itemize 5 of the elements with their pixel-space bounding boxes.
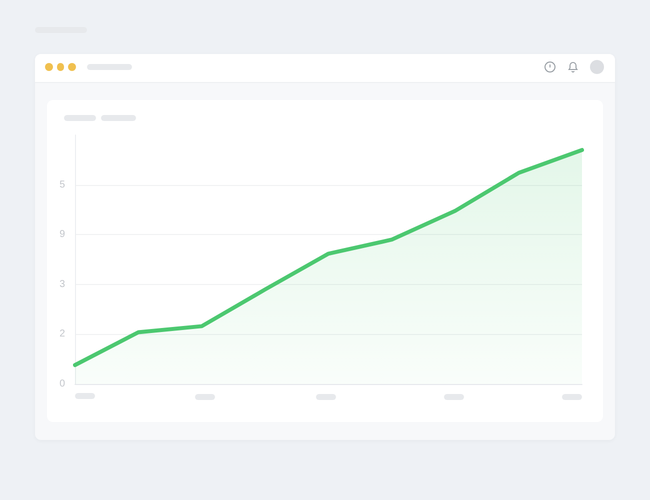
text: 3: [59, 278, 66, 290]
text: 2: [59, 328, 66, 340]
text: 9: [59, 229, 66, 240]
text: 0: [59, 378, 66, 390]
text: 5: [59, 179, 66, 190]
